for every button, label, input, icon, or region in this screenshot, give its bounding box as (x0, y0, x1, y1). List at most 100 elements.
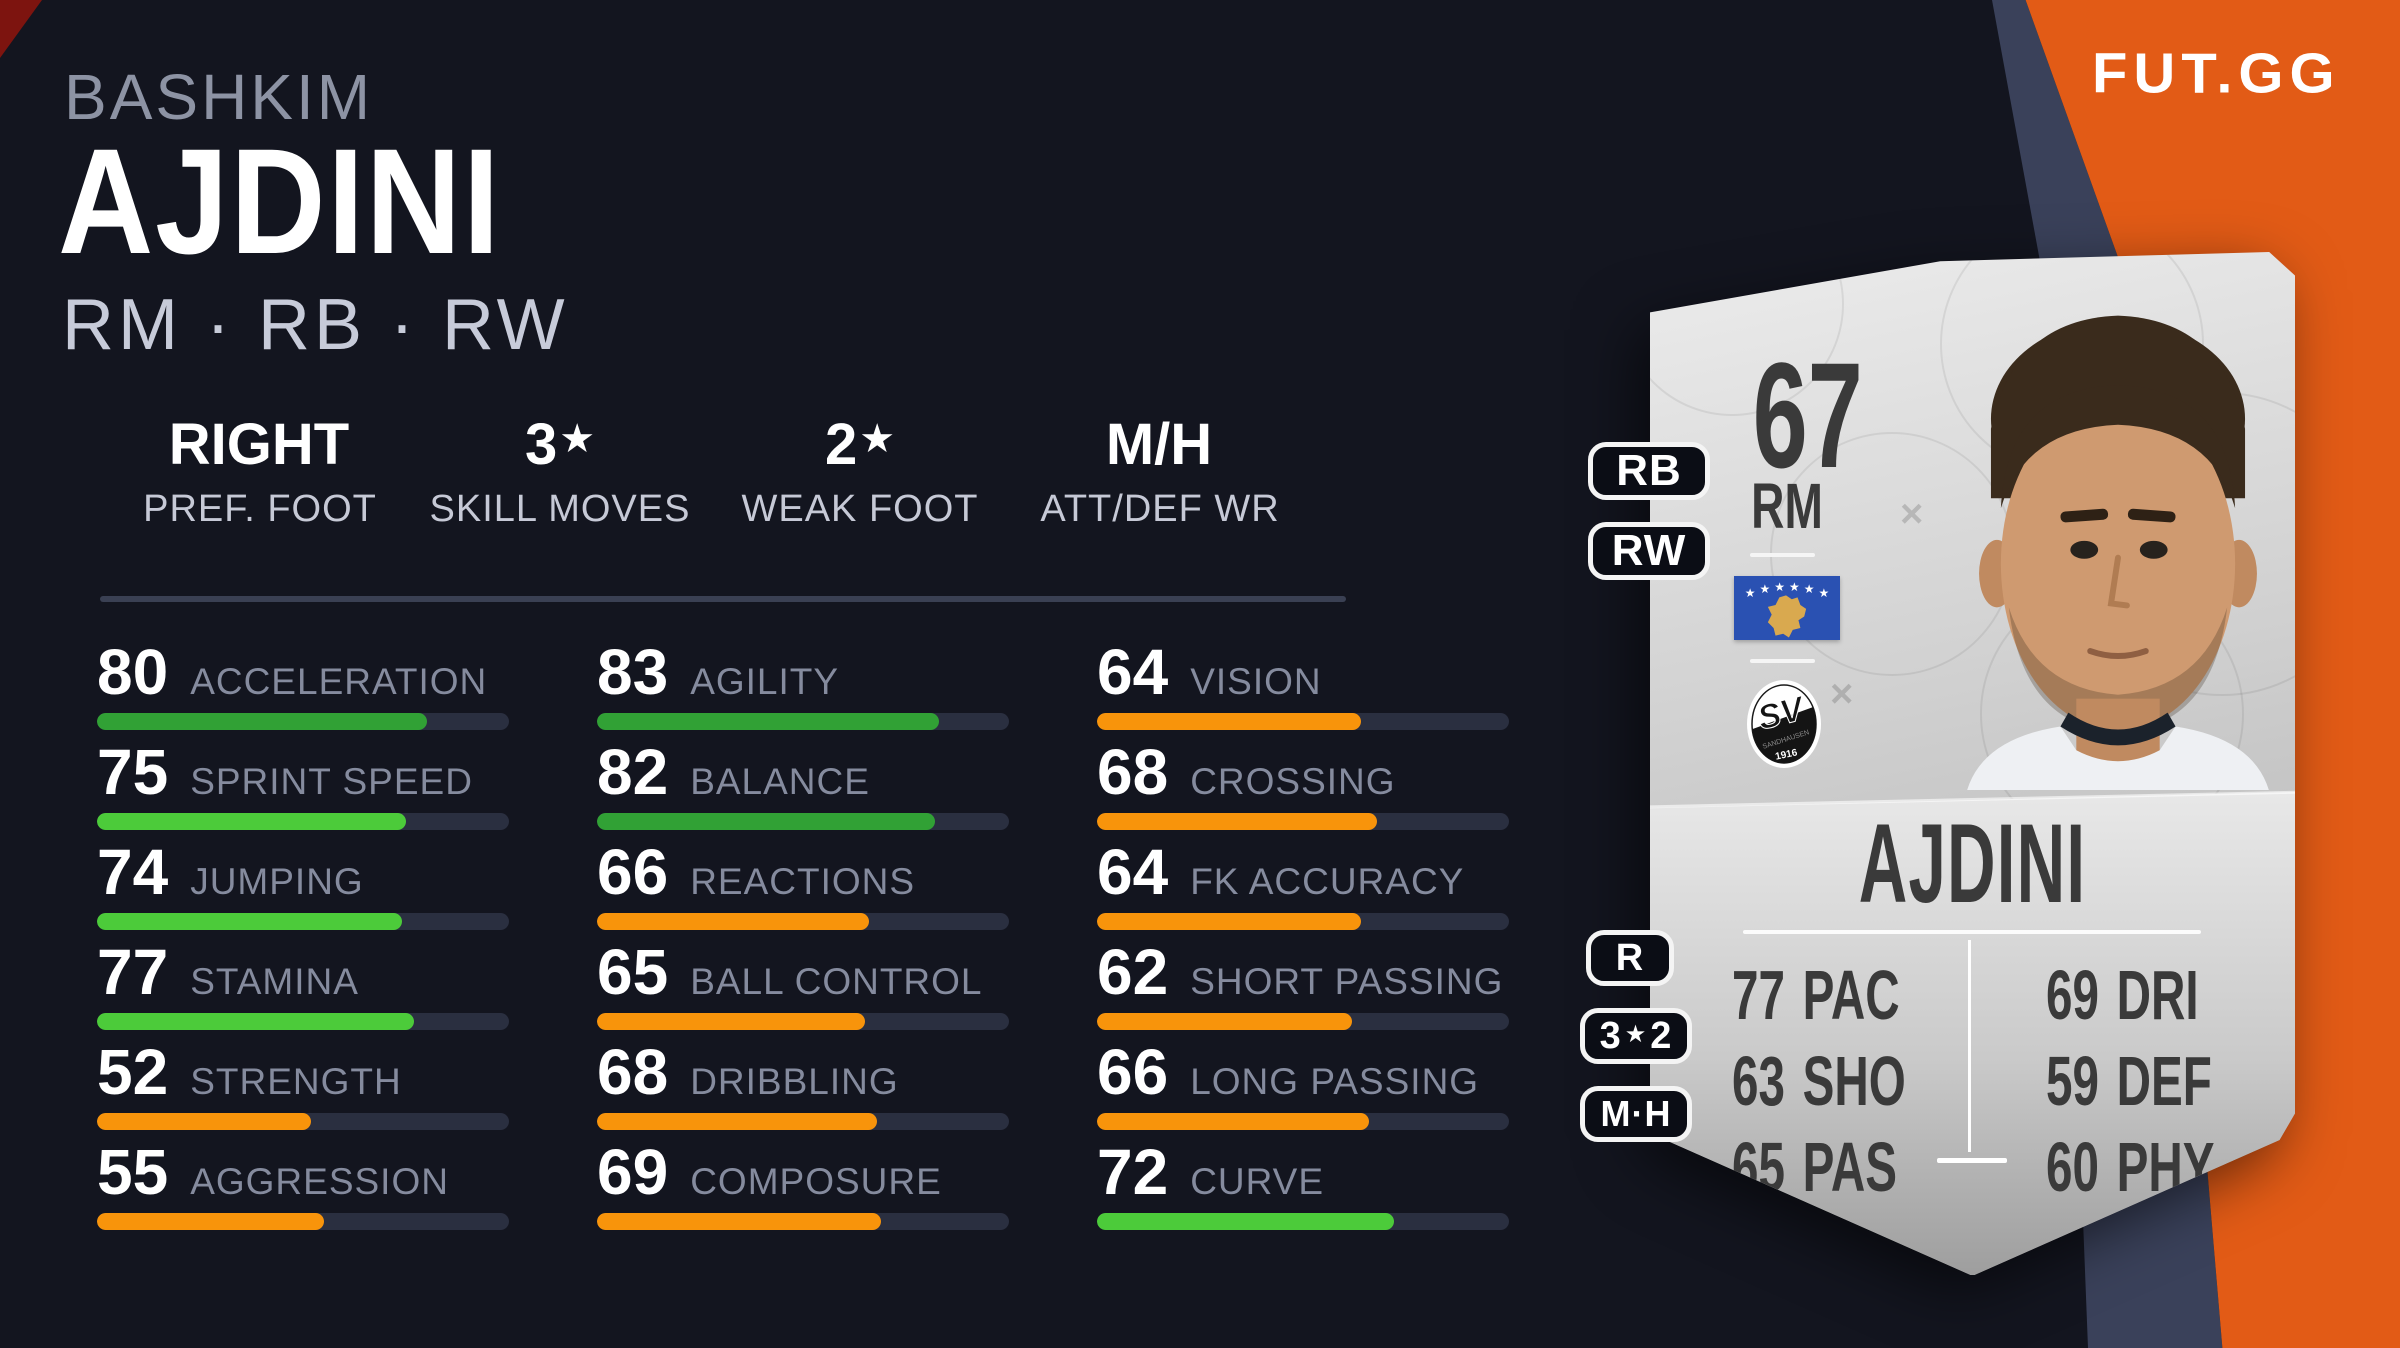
stat-value: 74 (97, 836, 169, 908)
player-photo (1967, 315, 2269, 790)
stat-bar (597, 813, 1009, 830)
futgg-logo: FUT.GG (2092, 41, 2341, 106)
stat-bar-fill (1097, 813, 1378, 830)
stat-bar (597, 913, 1009, 930)
stat-row: 74 JUMPING (97, 836, 509, 942)
stat-label: CROSSING (1190, 761, 1396, 802)
stat-bar-fill (597, 813, 935, 830)
stat-row: 52 STRENGTH (97, 1036, 509, 1142)
stat-row: 69 COMPOSURE (597, 1136, 1009, 1242)
face-stat-label: DRI (2116, 956, 2199, 1034)
star-icon: ★ (859, 417, 896, 461)
player-last-name: AJDINI (58, 117, 502, 285)
stat-value: 72 (1097, 1136, 1169, 1208)
stat-column-movement: 83 AGILITY 82 BALANCE 66 REACTIONS 65 BALL C… (597, 640, 1009, 1242)
face-stat: 65 PAS (1732, 1124, 1906, 1210)
card-face-stats-left: 77 PAC 63 SHO 65 PAS (1732, 952, 1906, 1210)
pref-foot-label: PREF. FOOT (143, 488, 377, 530)
stat-bar (597, 1013, 1009, 1030)
skill-stars-count: 3 (1599, 1014, 1622, 1057)
workrates-label: ATT/DEF WR (1040, 488, 1280, 530)
stat-bar (1097, 913, 1509, 930)
stat-bar-fill (97, 1113, 312, 1130)
card-divider-line (1750, 553, 1815, 557)
summary-skill-moves: 3★ SKILL MOVES (410, 416, 710, 531)
face-stat: 77 PAC (1732, 952, 1906, 1038)
stat-bar (97, 713, 509, 730)
stat-bar (97, 1013, 509, 1030)
card-divider-line (1750, 659, 1815, 663)
stat-row: 62 SHORT PASSING (1097, 940, 1509, 1042)
stat-bar (597, 1213, 1009, 1230)
stat-bar-fill (1097, 1213, 1394, 1230)
face-stat-label: SHO (1802, 1042, 1906, 1120)
stat-label: SPRINT SPEED (190, 761, 473, 802)
stat-bar (597, 713, 1009, 730)
star-icon: ★ (1744, 586, 1756, 600)
star-icon: ★ (1818, 586, 1830, 600)
stat-row: 66 LONG PASSING (1097, 1040, 1509, 1142)
stat-bar-fill (597, 1213, 882, 1230)
club-year-text: 1916 (1774, 747, 1798, 762)
stat-label: JUMPING (190, 861, 364, 902)
stat-bar-fill (597, 913, 869, 930)
stat-bar-fill (1097, 913, 1361, 930)
skill-weakfoot-badge: 3 ★ 2 (1580, 1008, 1692, 1064)
stat-row: 68 CROSSING (1097, 740, 1509, 842)
kosovo-flag: ★ ★ ★ ★ ★ ★ (1734, 576, 1840, 640)
card-stats-separator (1968, 940, 1971, 1152)
stat-column-passing: 64 VISION 68 CROSSING 64 FK ACCURACY 62 SHOR… (1097, 640, 1509, 1242)
face-stat-label: DEF (2116, 1042, 2212, 1120)
stat-bar (1097, 1013, 1509, 1030)
stat-value: 52 (97, 1036, 169, 1108)
stat-row: 68 DRIBBLING (597, 1040, 1009, 1142)
card-player-name: AJDINI (1858, 801, 2087, 926)
stat-bar (597, 1113, 1009, 1130)
pref-foot-text: RIGHT (168, 412, 350, 477)
stat-row: 64 VISION (1097, 640, 1509, 742)
stat-bar (1097, 813, 1509, 830)
stat-bar-fill (597, 1013, 865, 1030)
face-stat-value: 65 (1732, 1128, 1785, 1206)
stat-label: STRENGTH (190, 1061, 402, 1102)
kosovo-map-shape (1767, 595, 1807, 638)
stat-bar-fill (1097, 713, 1361, 730)
fut-card-body: × × × × × (1650, 252, 2295, 1275)
stat-column-pace-physical: 80 ACCELERATION 75 SPRINT SPEED 74 JUMPING … (97, 636, 509, 1242)
weakfoot-stars-count: 2 (1650, 1014, 1673, 1057)
stat-label: BALANCE (690, 761, 870, 802)
texture-x-mark: × (1900, 492, 1924, 536)
face-stat-value: 63 (1732, 1042, 1785, 1120)
stat-bar-fill (97, 1013, 415, 1030)
stat-row: 72 CURVE (1097, 1136, 1509, 1242)
stat-bar (1097, 1113, 1509, 1130)
stat-bar-fill (97, 713, 427, 730)
face-stat-value: 59 (2046, 1042, 2099, 1120)
summary-pref-foot: RIGHT PREF. FOOT (110, 416, 410, 531)
weak-foot-value: 2★ (710, 416, 1010, 474)
stat-value: 66 (597, 836, 669, 908)
face-stat-label: PAC (1802, 956, 1900, 1034)
stat-bar-fill (97, 813, 406, 830)
stat-value: 55 (97, 1136, 169, 1208)
pref-foot-value: RIGHT (110, 416, 410, 474)
stat-bar-fill (97, 1213, 324, 1230)
stat-bar (97, 913, 509, 930)
stat-value: 69 (597, 1136, 669, 1208)
stat-label: DRIBBLING (690, 1061, 899, 1102)
red-corner-accent (0, 0, 42, 58)
stat-label: ACCELERATION (190, 661, 488, 702)
stat-bar (97, 1213, 509, 1230)
star-icon: ★ (1774, 580, 1785, 594)
face-stat: 63 SHO (1732, 1038, 1906, 1124)
stat-value: 75 (97, 736, 169, 808)
star-icon: ★ (1759, 582, 1771, 596)
stat-value: 80 (97, 636, 169, 708)
stat-label: CURVE (1190, 1161, 1325, 1202)
skill-moves-text: 3 (524, 412, 558, 477)
detailed-stats-grid: 80 ACCELERATION 75 SPRINT SPEED 74 JUMPING … (97, 636, 1509, 1242)
star-icon: ★ (559, 417, 596, 461)
sv-sandhausen-badge: SV SANDHAUSEN 1916 (1747, 680, 1821, 768)
card-bottom-dash (1937, 1158, 2007, 1163)
